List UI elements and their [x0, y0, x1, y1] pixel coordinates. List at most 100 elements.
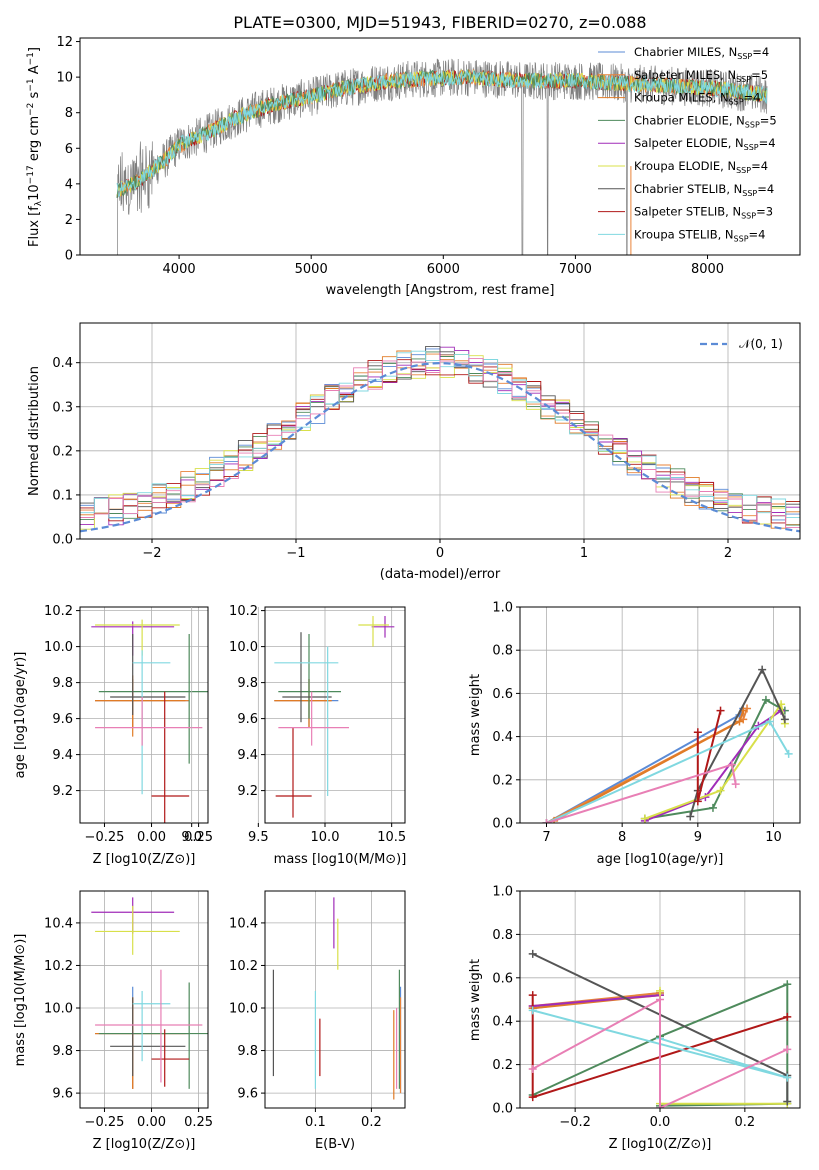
- x-axis-label: (data-model)/error: [380, 567, 501, 582]
- y-tick-label: 10.0: [44, 640, 73, 655]
- series-line-salpeter_elodie: [532, 994, 661, 1007]
- series-marker: [528, 991, 537, 1000]
- y-tick-label: 12: [56, 35, 73, 50]
- y-tick-label: 9.4: [52, 748, 73, 763]
- x-tick-label: 10.0: [311, 830, 340, 845]
- axes-mass-vs-ebv: 0.1 0.2 9.6 9.8 10.0 10.2 10.4 E(B-V): [229, 890, 406, 1152]
- x-tick-label: 9.5: [248, 830, 269, 845]
- series-marker: [761, 695, 770, 704]
- series-marker: [716, 706, 725, 715]
- series-marker: [783, 1012, 792, 1021]
- series-marker: [727, 760, 736, 769]
- y-tick-label: 9.6: [52, 712, 73, 727]
- x-tick-label: 0: [436, 546, 444, 561]
- series-marker: [765, 717, 774, 726]
- axes-mass-weight-vs-Z: −0.2 0.0 0.2 0.0 0.2 0.4 0.6 0.8 1.0 Z [log10(Z/Z…: [468, 885, 801, 1152]
- series-line-chabrier_stelib: [689, 667, 786, 817]
- x-tick-label: 5000: [295, 262, 328, 277]
- x-tick-label: 0.2: [361, 1115, 382, 1130]
- y-tick-label: 9.6: [237, 1087, 258, 1102]
- y-tick-label: 0.0: [52, 533, 73, 548]
- y-tick-label: 0.6: [492, 971, 513, 986]
- series-marker: [780, 715, 789, 724]
- series-line-kroupa_elodie: [659, 990, 788, 1105]
- x-tick-label: 0.0: [650, 1115, 671, 1130]
- legend-label: 𝒩(0, 1): [739, 337, 783, 351]
- x-tick-label: −2: [142, 546, 161, 561]
- y-tick-label: 10.4: [229, 916, 258, 931]
- y-tick-label: 10.4: [44, 916, 73, 931]
- series-marker: [716, 786, 725, 795]
- axes-frame: [79, 37, 801, 256]
- plot-area: [274, 616, 395, 818]
- x-tick-label: 10.5: [377, 830, 406, 845]
- series-marker: [731, 780, 740, 789]
- y-tick-label: 0.2: [492, 1058, 513, 1073]
- axes-frame: [79, 890, 209, 1109]
- x-tick-label: 9.0: [181, 830, 202, 845]
- y-axis-label: Flux [fλ10−17 erg cm−2 s−1 A−1]: [26, 47, 44, 247]
- series-line-pink: [532, 997, 788, 1108]
- y-axis-label: mass [log10(M/M⊙)]: [13, 934, 28, 1067]
- y-tick-label: 9.8: [237, 676, 258, 691]
- y-tick-label: 0.4: [492, 1015, 513, 1030]
- legend-label: Chabrier STELIB, NSSP=4: [634, 182, 774, 198]
- axes-frame: [519, 606, 801, 824]
- plot-area: [528, 949, 792, 1108]
- x-tick-label: −0.25: [85, 1115, 125, 1130]
- y-tick-label: 0.1: [52, 488, 73, 503]
- y-tick-label: 2: [65, 213, 73, 228]
- series-marker: [656, 995, 664, 1004]
- x-tick-label: 2: [724, 546, 732, 561]
- y-tick-label: 9.2: [52, 784, 73, 799]
- legend-label: Salpeter STELIB, NSSP=3: [634, 205, 773, 221]
- x-tick-label: 0.25: [184, 1115, 213, 1130]
- y-tick-label: 9.8: [52, 676, 73, 691]
- legend-label: Salpeter MILES, NSSP=5: [634, 68, 768, 84]
- axes-age-vs-Z: −0.25 0.00 0.25 9.2 9.4 9.6 9.8 10.0 10.2 Z [log1…: [13, 604, 213, 867]
- figure-title: PLATE=0300, MJD=51943, FIBERID=0270, z=0…: [233, 13, 646, 32]
- y-tick-label: 1.0: [492, 601, 513, 616]
- y-tick-label: 9.6: [237, 712, 258, 727]
- series-marker: [542, 819, 551, 823]
- axes-spectrum: 4000 5000 6000 7000 8000 0 2 4 6 8 10 12 wavelength …: [26, 35, 801, 298]
- y-tick-label: 10.0: [44, 1002, 73, 1017]
- y-tick-label: 0.8: [492, 928, 513, 943]
- axes-residuals: −2 −1 0 1 2 0.0 0.1 0.2 0.3 0.4 (data-model)/error…: [27, 322, 801, 582]
- x-tick-label: 8000: [691, 262, 724, 277]
- x-tick-label: 0.25: [184, 830, 213, 845]
- legend-label: Kroupa ELODIE, NSSP=4: [634, 159, 768, 175]
- y-tick-label: 10.0: [229, 640, 258, 655]
- series-marker: [640, 814, 649, 823]
- y-tick-label: 0.2: [52, 444, 73, 459]
- y-tick-label: 9.4: [237, 748, 258, 763]
- y-tick-label: 0.0: [492, 817, 513, 832]
- series-marker: [783, 1045, 792, 1054]
- y-tick-label: 10.2: [229, 959, 258, 974]
- x-tick-label: −0.25: [85, 830, 125, 845]
- y-tick-label: 9.8: [52, 1044, 73, 1059]
- x-tick-label: 0.00: [137, 830, 166, 845]
- x-tick-label: 10: [765, 830, 782, 845]
- y-axis-label: mass weight: [468, 959, 483, 1041]
- legend-label: Salpeter ELODIE, NSSP=4: [634, 136, 776, 152]
- y-tick-label: 0.4: [492, 730, 513, 745]
- plot-area: [272, 897, 402, 1100]
- legend: 𝒩(0, 1): [700, 337, 783, 351]
- plot-area: [116, 58, 768, 255]
- y-tick-label: 0.8: [492, 644, 513, 659]
- axes-mass-vs-Z: −0.25 0.00 0.25 9.6 9.8 10.0 10.2 10.4 Z [log10(…: [13, 890, 213, 1152]
- y-tick-label: 0.0: [492, 1102, 513, 1117]
- y-tick-label: 9.2: [237, 784, 258, 799]
- y-tick-label: 6: [65, 142, 73, 157]
- series-marker: [783, 980, 792, 989]
- y-axis-label: mass weight: [468, 674, 483, 756]
- histogram-pink: [80, 357, 800, 539]
- x-axis-label: mass [log10(M/M⊙)]: [274, 852, 407, 867]
- plot-area: [91, 619, 208, 823]
- series-marker: [528, 1093, 537, 1102]
- x-tick-label: 0.1: [305, 1115, 326, 1130]
- x-tick-label: 7: [542, 830, 550, 845]
- y-tick-label: 9.8: [237, 1044, 258, 1059]
